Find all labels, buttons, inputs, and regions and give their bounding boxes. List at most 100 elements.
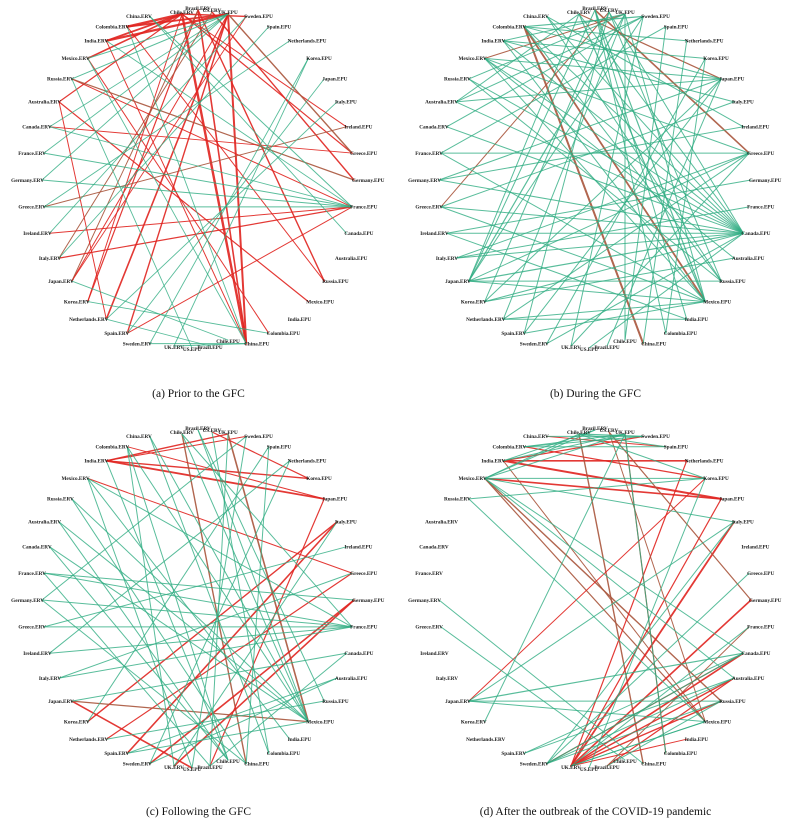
node-label-brazil-epu: Brazil.EPU bbox=[197, 765, 222, 771]
node-label-germany-erv: Germany.ERV bbox=[11, 598, 44, 604]
edge-sweden-erv-greece-epu bbox=[546, 572, 750, 765]
edge-canada-erv-canada-epu bbox=[446, 126, 744, 234]
edge-greece-erv-canada-epu bbox=[440, 206, 744, 234]
node-label-russia-erv: Russia.ERV bbox=[47, 497, 74, 503]
node-label-india-erv: India.ERV bbox=[84, 39, 108, 45]
node-label-mexico-erv: Mexico.ERV bbox=[61, 476, 89, 482]
node-label-italy-epu: Italy.EPU bbox=[732, 100, 754, 106]
edge-india-erv-canada-epu bbox=[502, 40, 744, 234]
node-label-china-epu: China.EPU bbox=[641, 761, 666, 767]
node-label-japan-epu: Japan.EPU bbox=[719, 77, 744, 83]
edge-chile-erv-ireland-epu bbox=[181, 13, 347, 128]
edge-india-epu-mexico-erv bbox=[87, 477, 291, 740]
edge-colombia-erv-russia-epu bbox=[126, 26, 325, 282]
node-label-greece-epu: Greece.EPU bbox=[747, 571, 774, 577]
node-label-spain-erv: Spain.ERV bbox=[104, 331, 129, 337]
edge-ireland-epu-greece-erv bbox=[43, 546, 347, 628]
node-label-chile-epu: Chile.EPU bbox=[216, 339, 240, 345]
edge-sweden-epu-canada-erv bbox=[446, 15, 644, 128]
edge-colombia-epu-korea-epu bbox=[665, 57, 706, 334]
node-label-spain-erv: Spain.ERV bbox=[104, 751, 129, 757]
edge-india-erv-italy-epu bbox=[502, 40, 735, 103]
edge-japan-erv-mexico-epu bbox=[468, 280, 706, 303]
edge-colombia-epu-korea-erv bbox=[87, 301, 270, 334]
edge-japan-epu-spain-erv bbox=[126, 78, 325, 334]
node-label-france-epu: France.EPU bbox=[747, 205, 774, 211]
node-label-germany-erv: Germany.ERV bbox=[408, 178, 441, 184]
node-label-australia-erv: Australia.ERV bbox=[28, 100, 61, 106]
node-label-russia-erv: Russia.ERV bbox=[47, 77, 74, 83]
node-label-canada-erv: Canada.ERV bbox=[22, 545, 52, 551]
edge-india-erv-japan-epu bbox=[105, 459, 326, 500]
node-label-colombia-epu: Colombia.EPU bbox=[664, 751, 698, 757]
edge-canada-erv-greece-epu bbox=[49, 126, 353, 154]
edge-us-epu-canada-epu bbox=[588, 232, 744, 349]
edge-colombia-epu-uk-epu bbox=[624, 433, 667, 754]
node-label-germany-epu: Germany.EPU bbox=[352, 178, 385, 184]
node-label-sweden-erv: Sweden.ERV bbox=[123, 341, 152, 347]
node-label-india-epu: India.EPU bbox=[685, 737, 709, 743]
node-label-italy-erv: Italy.ERV bbox=[436, 256, 458, 262]
node-label-france-erv: France.ERV bbox=[18, 571, 46, 577]
node-label-us-erv: US.ERV bbox=[600, 8, 619, 14]
node-label-china-erv: China.ERV bbox=[126, 434, 152, 440]
node-label-germany-erv: Germany.ERV bbox=[11, 178, 44, 184]
node-label-brazil-erv: Brazil.ERV bbox=[582, 426, 608, 432]
edge-china-erv-france-epu bbox=[149, 15, 353, 208]
edge-brazil-erv-greece-epu bbox=[594, 9, 750, 154]
edge-mexico-erv-canada-epu bbox=[484, 477, 744, 654]
network-panel-prior-gfc: Chile.ERV Brazil.ERV US.ERV UK.EPU Sweden.EP… bbox=[0, 0, 397, 420]
node-label-greece-erv: Greece.ERV bbox=[415, 625, 443, 631]
node-label-us-epu: US.EPU bbox=[580, 767, 599, 773]
edge-us-epu-sweden-epu bbox=[191, 435, 247, 769]
edge-australia-erv-netherlands-erv bbox=[58, 101, 107, 320]
edge-france-erv-mexico-epu bbox=[440, 152, 706, 303]
edge-italy-erv-canada-epu bbox=[455, 232, 744, 259]
node-label-chile-erv: Chile.ERV bbox=[170, 10, 194, 16]
node-label-spain-epu: Spain.EPU bbox=[664, 445, 689, 451]
node-label-uk-erv: UK.ERV bbox=[561, 765, 581, 771]
edge-korea-epu-uk-erv bbox=[173, 57, 309, 347]
edge-colombia-erv-korea-epu bbox=[523, 446, 706, 480]
edge-canada-epu-japan-erv bbox=[71, 652, 347, 702]
node-label-us-erv: US.ERV bbox=[203, 8, 222, 14]
node-label-uk-epu: UK.EPU bbox=[218, 10, 238, 16]
edge-brazil-erv-russia-epu bbox=[197, 429, 325, 702]
node-label-spain-erv: Spain.ERV bbox=[501, 751, 526, 757]
node-label-russia-epu: Russia.EPU bbox=[322, 699, 349, 705]
edge-chile-epu-japan-erv bbox=[71, 280, 229, 341]
edge-france-epu-italy-erv bbox=[58, 626, 353, 679]
node-label-uk-erv: UK.ERV bbox=[164, 345, 184, 351]
edge-chile-erv-china-epu bbox=[180, 12, 248, 345]
edge-china-epu-germany-erv bbox=[41, 599, 247, 765]
node-label-brazil-erv: Brazil.ERV bbox=[185, 426, 211, 432]
edge-france-epu-germany-erv bbox=[41, 599, 353, 628]
node-label-canada-erv: Canada.ERV bbox=[419, 545, 449, 551]
edge-canada-epu-spain-erv bbox=[523, 652, 744, 754]
edge-russia-erv-korea-epu bbox=[468, 477, 706, 500]
edge-sweden-erv-canada-epu bbox=[546, 232, 744, 345]
node-label-russia-epu: Russia.EPU bbox=[719, 699, 746, 705]
node-label-china-erv: China.ERV bbox=[523, 434, 549, 440]
node-label-chile-epu: Chile.EPU bbox=[613, 759, 637, 765]
node-label-japan-erv: Japan.ERV bbox=[445, 699, 471, 705]
edge-mexico-erv-australia-epu bbox=[484, 477, 735, 679]
edge-france-epu-germany-erv bbox=[41, 179, 353, 208]
node-label-japan-epu: Japan.EPU bbox=[719, 497, 744, 503]
edge-japan-erv-canada-epu bbox=[468, 652, 744, 702]
edge-colombia-epu-china-erv bbox=[149, 435, 270, 754]
node-label-canada-erv: Canada.ERV bbox=[419, 125, 449, 131]
node-label-india-epu: India.EPU bbox=[685, 317, 709, 323]
node-label-sweden-epu: Sweden.EPU bbox=[641, 14, 670, 20]
node-label-korea-epu: Korea.EPU bbox=[306, 476, 332, 482]
edge-uk-erv-netherlands-epu bbox=[570, 460, 688, 767]
edge-germany-erv-canada-epu bbox=[438, 179, 744, 234]
edge-us-erv-germany-epu bbox=[608, 431, 752, 601]
node-label-china-epu: China.EPU bbox=[641, 341, 666, 347]
edge-russia-erv-germany-epu bbox=[71, 78, 355, 181]
edge-china-epu-colombia-erv bbox=[126, 26, 247, 345]
node-label-germany-erv: Germany.ERV bbox=[408, 598, 441, 604]
node-label-chile-erv: Chile.ERV bbox=[567, 10, 591, 16]
